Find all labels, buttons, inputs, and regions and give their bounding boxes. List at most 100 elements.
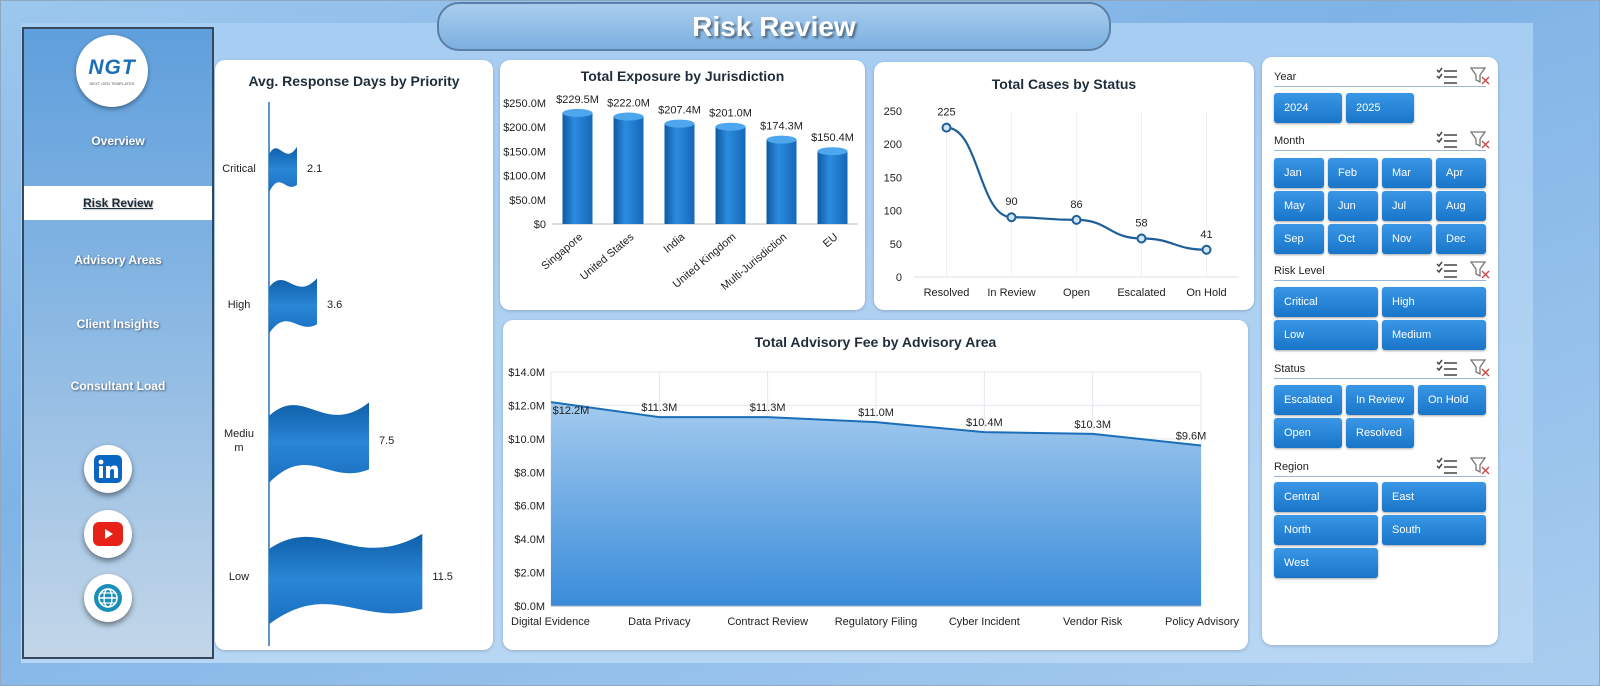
y-tick-label: 200	[884, 139, 902, 151]
y-tick-label: $2.0M	[514, 568, 545, 580]
slicer-item-resolved[interactable]: Resolved	[1346, 418, 1414, 448]
logo-text: NGT	[88, 56, 136, 79]
data-label: 86	[1070, 199, 1082, 211]
slicer-item-jul[interactable]: Jul	[1382, 191, 1432, 221]
slicer-item-sep[interactable]: Sep	[1274, 224, 1324, 254]
slicer-item-west[interactable]: West	[1274, 548, 1378, 578]
youtube-icon[interactable]	[84, 510, 132, 558]
slicer-item-apr[interactable]: Apr	[1436, 158, 1486, 188]
slicer-item-nov[interactable]: Nov	[1382, 224, 1432, 254]
nav-item-advisory-areas[interactable]: Advisory Areas	[74, 253, 162, 267]
exposure-chart: $0 $50.0M $100.0M $150.0M $200.0M $250.0M $229…	[503, 94, 858, 293]
data-label: 225	[937, 107, 955, 119]
category-label: High	[228, 299, 251, 311]
data-point	[1071, 214, 1082, 225]
nav-item-overview[interactable]: Overview	[91, 134, 145, 148]
slicer-item-south[interactable]: South	[1382, 515, 1486, 545]
nav-item-risk-review[interactable]: Risk Review	[24, 186, 212, 220]
bar-multi-jurisdiction	[766, 139, 797, 224]
y-tick-label: $8.0M	[514, 467, 545, 479]
y-tick-label: $10.0M	[508, 434, 545, 446]
category-label: Low	[229, 571, 249, 583]
clear-filter-icon[interactable]	[1469, 67, 1490, 88]
slicer-item-east[interactable]: East	[1382, 482, 1486, 512]
slicer-item-feb[interactable]: Feb	[1328, 158, 1378, 188]
multi-select-icon[interactable]	[1436, 261, 1458, 282]
slicer-item-may[interactable]: May	[1274, 191, 1324, 221]
y-tick-label: $0.0M	[514, 601, 545, 613]
slicer-item-oct[interactable]: Oct	[1328, 224, 1378, 254]
y-tick-label: $100.0M	[503, 171, 546, 183]
exposure-panel: Total Exposure by Jurisdiction $0 $50.0M $…	[500, 60, 865, 310]
x-tick-label: India	[661, 231, 688, 256]
bar-critical	[269, 146, 297, 193]
x-tick-label: Data Privacy	[628, 616, 691, 628]
cases-chart: 0 50 100 150 200 250 225 Resolved 90 In Review 86 O…	[884, 106, 1239, 299]
slicer-region-header: Region	[1274, 457, 1490, 478]
slicer-item-jun[interactable]: Jun	[1328, 191, 1378, 221]
y-tick-label: 250	[884, 106, 902, 118]
category-label: m	[234, 442, 243, 454]
slicer-item-2024[interactable]: 2024	[1274, 93, 1342, 123]
slicer-item-high[interactable]: High	[1382, 287, 1486, 317]
data-label: $201.0M	[709, 108, 752, 120]
y-tick-label: $50.0M	[509, 195, 546, 207]
data-label: 41	[1200, 229, 1212, 241]
globe-icon[interactable]	[84, 574, 132, 622]
data-label: 90	[1005, 196, 1017, 208]
y-tick-label: $0	[534, 219, 546, 231]
slicer-item-central[interactable]: Central	[1274, 482, 1378, 512]
slicer-item-mar[interactable]: Mar	[1382, 158, 1432, 188]
data-label: $150.4M	[811, 132, 854, 144]
slicer-item-north[interactable]: North	[1274, 515, 1378, 545]
slicer-label: Month	[1274, 135, 1305, 147]
slicer-item-in-review[interactable]: In Review	[1346, 385, 1414, 415]
data-point	[1006, 212, 1017, 223]
data-label: $222.0M	[607, 98, 650, 110]
nav-item-client-insights[interactable]: Client Insights	[76, 317, 160, 331]
nav-item-consultant-load[interactable]: Consultant Load	[70, 379, 166, 393]
data-label: 58	[1135, 217, 1147, 229]
clear-filter-icon[interactable]	[1469, 131, 1490, 152]
avg-response-panel: Avg. Response Days by Priority Critical 2…	[215, 60, 493, 650]
x-tick-label: United States	[578, 231, 637, 283]
y-tick-label: 150	[884, 172, 902, 184]
slicer-item-on-hold[interactable]: On Hold	[1418, 385, 1486, 415]
slicer-month-header: Month	[1274, 131, 1490, 152]
slicer-item-aug[interactable]: Aug	[1436, 191, 1486, 221]
data-point	[1201, 244, 1212, 255]
y-tick-label: $14.0M	[508, 367, 545, 379]
y-tick-label: $12.0M	[508, 400, 545, 412]
slicer-label: Year	[1274, 71, 1297, 83]
linkedin-icon[interactable]	[84, 445, 132, 493]
avg-response-chart: Critical 2.1 High 3.6 Mediu m 7.5 Low 11.5	[222, 102, 453, 646]
slicer-item-open[interactable]: Open	[1274, 418, 1342, 448]
slicer-risk-level-header: Risk Level	[1274, 261, 1490, 282]
page-title: Risk Review	[437, 2, 1111, 51]
multi-select-icon[interactable]	[1436, 131, 1458, 152]
data-label: $12.2M	[553, 405, 590, 417]
data-label: $11.3M	[641, 402, 677, 414]
clear-filter-icon[interactable]	[1469, 457, 1490, 478]
slicer-item-escalated[interactable]: Escalated	[1274, 385, 1342, 415]
bar-united-kingdom	[715, 126, 746, 224]
clear-filter-icon[interactable]	[1469, 261, 1490, 282]
multi-select-icon[interactable]	[1436, 359, 1458, 380]
fee-panel: Total Advisory Fee by Advisory Area $0.0…	[503, 320, 1248, 650]
data-point	[1136, 233, 1147, 244]
data-label: $9.6M	[1176, 431, 1207, 443]
slicer-item-critical[interactable]: Critical	[1274, 287, 1378, 317]
slicer-item-low[interactable]: Low	[1274, 320, 1378, 350]
slicer-item-2025[interactable]: 2025	[1346, 93, 1414, 123]
multi-select-icon[interactable]	[1436, 457, 1458, 478]
slicer-status-header: Status	[1274, 359, 1490, 380]
slicer-item-dec[interactable]: Dec	[1436, 224, 1486, 254]
slicer-label: Risk Level	[1274, 265, 1325, 277]
multi-select-icon[interactable]	[1436, 67, 1458, 88]
clear-filter-icon[interactable]	[1469, 359, 1490, 380]
slicer-item-medium[interactable]: Medium	[1382, 320, 1486, 350]
y-tick-label: $200.0M	[503, 122, 546, 134]
x-tick-label: On Hold	[1186, 287, 1226, 299]
slicer-item-jan[interactable]: Jan	[1274, 158, 1324, 188]
y-tick-label: $6.0M	[514, 501, 545, 513]
